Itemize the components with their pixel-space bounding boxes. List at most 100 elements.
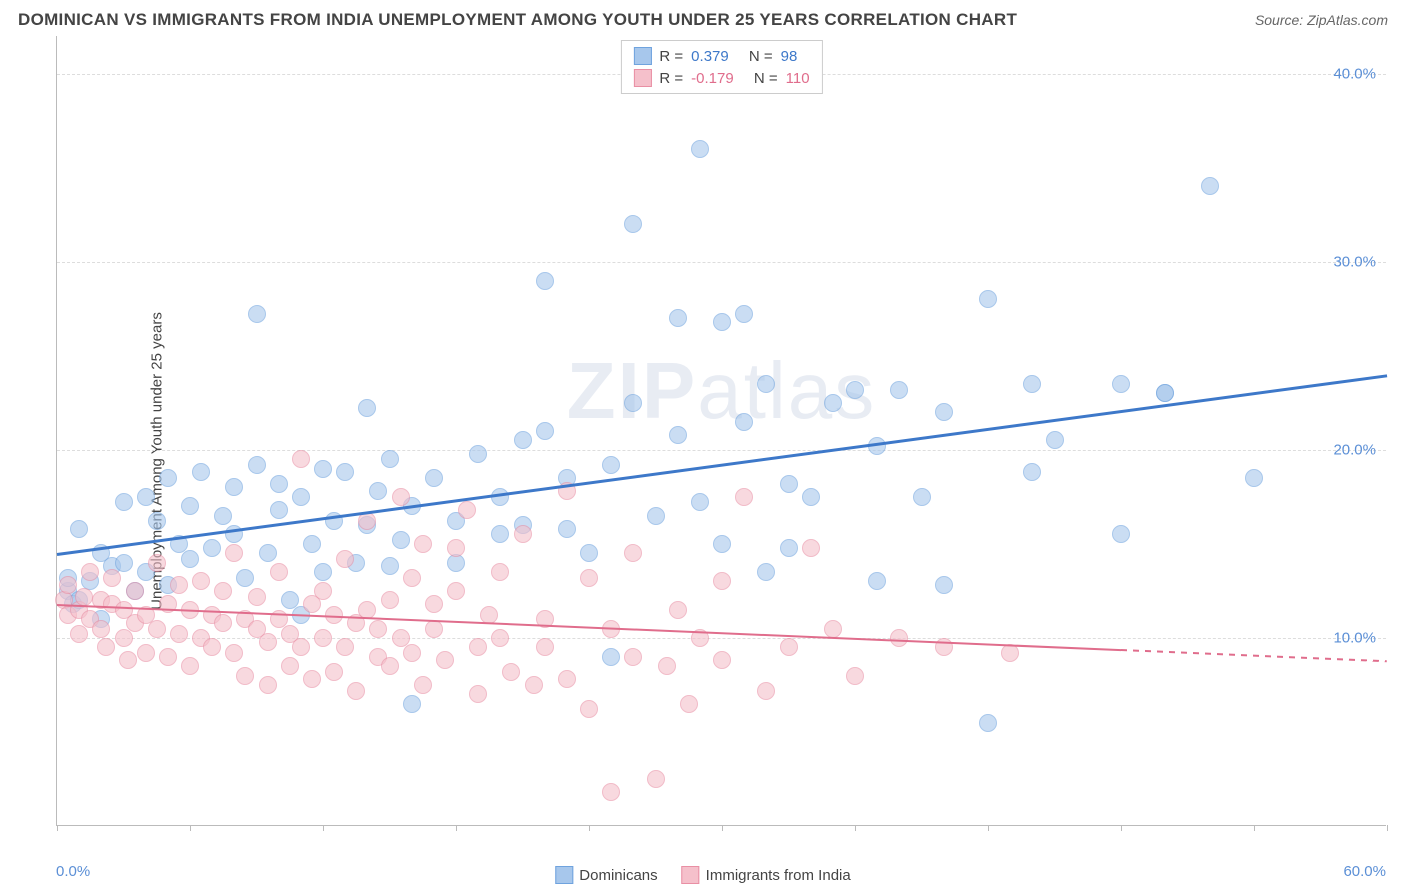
scatter-point — [824, 394, 842, 412]
scatter-point — [414, 676, 432, 694]
swatch-icon — [682, 866, 700, 884]
scatter-point — [935, 576, 953, 594]
scatter-point — [336, 550, 354, 568]
x-axis-max-label: 60.0% — [1343, 863, 1386, 880]
x-tick-mark — [190, 825, 191, 831]
scatter-point — [802, 488, 820, 506]
scatter-point — [624, 544, 642, 562]
scatter-point — [259, 544, 277, 562]
gridline — [57, 262, 1386, 263]
scatter-point — [680, 695, 698, 713]
scatter-point — [225, 644, 243, 662]
scatter-point — [225, 544, 243, 562]
scatter-point — [115, 629, 133, 647]
scatter-point — [203, 539, 221, 557]
scatter-point — [780, 638, 798, 656]
y-tick-label: 10.0% — [1333, 629, 1376, 646]
scatter-point — [458, 501, 476, 519]
scatter-point — [647, 770, 665, 788]
scatter-point — [624, 215, 642, 233]
scatter-point — [1046, 431, 1064, 449]
scatter-point — [403, 569, 421, 587]
scatter-point — [1112, 375, 1130, 393]
scatter-point — [780, 475, 798, 493]
scatter-point — [602, 783, 620, 801]
scatter-point — [536, 638, 554, 656]
scatter-point — [358, 399, 376, 417]
scatter-point — [890, 381, 908, 399]
x-tick-mark — [323, 825, 324, 831]
scatter-point — [225, 478, 243, 496]
scatter-point — [314, 582, 332, 600]
scatter-point — [347, 682, 365, 700]
scatter-point — [403, 644, 421, 662]
scatter-point — [314, 563, 332, 581]
scatter-point — [669, 601, 687, 619]
scatter-point — [469, 638, 487, 656]
scatter-point — [913, 488, 931, 506]
scatter-point — [691, 493, 709, 511]
scatter-point — [381, 591, 399, 609]
scatter-point — [236, 667, 254, 685]
x-tick-mark — [57, 825, 58, 831]
x-tick-mark — [988, 825, 989, 831]
scatter-point — [713, 572, 731, 590]
scatter-point — [248, 305, 266, 323]
legend-item-series1: Dominicans — [555, 866, 657, 884]
scatter-point — [259, 633, 277, 651]
scatter-point — [491, 563, 509, 581]
scatter-point — [558, 670, 576, 688]
scatter-point — [868, 572, 886, 590]
scatter-point — [691, 140, 709, 158]
scatter-point — [92, 620, 110, 638]
scatter-point — [757, 682, 775, 700]
scatter-point — [491, 525, 509, 543]
scatter-point — [292, 638, 310, 656]
scatter-point — [70, 625, 88, 643]
scatter-point — [270, 501, 288, 519]
scatter-point — [270, 563, 288, 581]
scatter-point — [325, 663, 343, 681]
gridline — [57, 638, 1386, 639]
scatter-point — [97, 638, 115, 656]
scatter-point — [514, 525, 532, 543]
scatter-point — [780, 539, 798, 557]
scatter-point — [979, 714, 997, 732]
scatter-point — [1201, 177, 1219, 195]
scatter-point — [381, 557, 399, 575]
scatter-point — [469, 685, 487, 703]
scatter-point — [336, 638, 354, 656]
scatter-point — [292, 488, 310, 506]
scatter-point — [214, 507, 232, 525]
scatter-point — [425, 469, 443, 487]
scatter-point — [181, 657, 199, 675]
scatter-point — [580, 569, 598, 587]
scatter-point — [59, 576, 77, 594]
gridline — [57, 450, 1386, 451]
y-tick-label: 20.0% — [1333, 441, 1376, 458]
scatter-point — [314, 460, 332, 478]
scatter-plot: ZIPatlas R = 0.379 N = 98 R = -0.179 N =… — [56, 36, 1386, 826]
watermark: ZIPatlas — [567, 345, 876, 437]
scatter-point — [713, 651, 731, 669]
scatter-point — [236, 569, 254, 587]
stats-row-series1: R = 0.379 N = 98 — [633, 45, 809, 67]
scatter-point — [414, 535, 432, 553]
scatter-point — [137, 644, 155, 662]
scatter-point — [735, 413, 753, 431]
scatter-point — [536, 422, 554, 440]
scatter-point — [103, 569, 121, 587]
scatter-point — [802, 539, 820, 557]
scatter-point — [214, 614, 232, 632]
scatter-point — [757, 375, 775, 393]
swatch-series2 — [633, 69, 651, 87]
scatter-point — [115, 554, 133, 572]
scatter-point — [1156, 384, 1174, 402]
scatter-point — [935, 403, 953, 421]
swatch-series1 — [633, 47, 651, 65]
scatter-point — [602, 648, 620, 666]
scatter-point — [270, 475, 288, 493]
scatter-point — [580, 544, 598, 562]
scatter-point — [70, 520, 88, 538]
swatch-icon — [555, 866, 573, 884]
